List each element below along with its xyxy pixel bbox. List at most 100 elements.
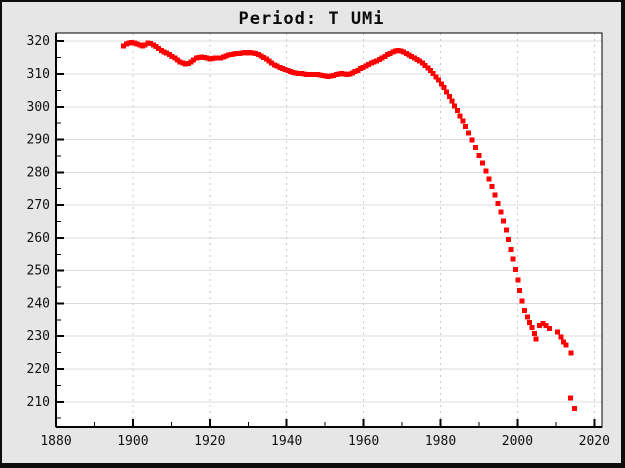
data-point bbox=[438, 81, 444, 87]
y-tick-label: 310 bbox=[27, 67, 50, 82]
data-point bbox=[508, 246, 514, 252]
period-scatter-chart: 1880 1900 1920 1940 1960 1980 2000 2020 210 220 23… bbox=[27, 32, 610, 449]
data-point bbox=[177, 59, 183, 65]
data-point bbox=[374, 58, 380, 64]
data-point bbox=[425, 65, 431, 71]
data-point bbox=[506, 237, 512, 243]
data-point bbox=[529, 325, 535, 331]
data-point bbox=[137, 42, 143, 48]
data-point bbox=[519, 298, 525, 304]
data-point bbox=[175, 57, 181, 63]
x-tick-label: 1960 bbox=[348, 434, 379, 449]
data-point bbox=[366, 61, 372, 67]
y-tick-label: 280 bbox=[27, 165, 50, 180]
data-point bbox=[244, 50, 250, 56]
data-point bbox=[512, 266, 518, 272]
data-point bbox=[390, 49, 396, 55]
data-point bbox=[293, 70, 299, 76]
data-point bbox=[472, 145, 478, 151]
data-point bbox=[304, 71, 310, 77]
data-point bbox=[323, 73, 329, 79]
y-tick-label: 320 bbox=[27, 34, 50, 49]
data-point bbox=[533, 336, 539, 342]
y-tick-label: 220 bbox=[27, 362, 50, 377]
y-tick-label: 300 bbox=[27, 100, 50, 115]
y-tick-label: 230 bbox=[27, 329, 50, 344]
data-point bbox=[344, 71, 350, 77]
data-point bbox=[428, 68, 434, 74]
data-point bbox=[398, 48, 404, 54]
data-point bbox=[331, 72, 337, 78]
y-tick-label: 260 bbox=[27, 231, 50, 246]
data-point bbox=[215, 55, 221, 61]
y-tick-label: 210 bbox=[27, 395, 50, 410]
data-point bbox=[537, 323, 543, 329]
data-point bbox=[489, 184, 495, 190]
data-point bbox=[199, 54, 205, 60]
data-point bbox=[148, 40, 154, 46]
data-point bbox=[561, 339, 567, 345]
data-point bbox=[492, 192, 498, 198]
data-point bbox=[360, 64, 366, 70]
x-tick-label: 1900 bbox=[117, 434, 148, 449]
data-point bbox=[180, 60, 186, 66]
data-point bbox=[527, 319, 533, 325]
data-point bbox=[444, 89, 450, 95]
data-point bbox=[150, 42, 156, 48]
data-point bbox=[166, 52, 172, 58]
data-point bbox=[517, 287, 523, 293]
data-point bbox=[457, 113, 463, 119]
data-point bbox=[355, 67, 361, 73]
data-point bbox=[430, 71, 436, 77]
data-point bbox=[515, 277, 521, 283]
data-point bbox=[212, 55, 218, 61]
data-point bbox=[261, 55, 267, 61]
data-point bbox=[121, 43, 127, 49]
data-point bbox=[255, 52, 261, 58]
data-point bbox=[522, 307, 528, 313]
data-point bbox=[234, 51, 240, 57]
data-point bbox=[269, 60, 275, 66]
series-period bbox=[121, 40, 577, 411]
tick-labels: 1880 1900 1920 1940 1960 1980 2000 2020 210 220 23… bbox=[27, 34, 610, 449]
data-point bbox=[328, 73, 334, 79]
data-point bbox=[279, 65, 285, 71]
x-tick-label: 2000 bbox=[502, 434, 533, 449]
data-point bbox=[452, 103, 458, 109]
data-point bbox=[290, 69, 296, 75]
data-point bbox=[417, 58, 423, 64]
data-point bbox=[336, 71, 342, 77]
data-point bbox=[540, 321, 546, 327]
data-point bbox=[156, 46, 162, 52]
data-point bbox=[376, 57, 382, 63]
data-point bbox=[298, 71, 304, 77]
data-point bbox=[169, 53, 175, 59]
data-point bbox=[129, 40, 135, 46]
data-point bbox=[183, 61, 189, 67]
x-tick-label: 1920 bbox=[194, 434, 225, 449]
data-point bbox=[479, 160, 485, 166]
data-point bbox=[495, 200, 501, 206]
data-point bbox=[368, 60, 374, 66]
data-point bbox=[403, 50, 409, 56]
data-point bbox=[274, 63, 280, 69]
data-point bbox=[339, 71, 345, 77]
data-point bbox=[247, 50, 253, 56]
data-point bbox=[333, 72, 339, 78]
data-point bbox=[558, 334, 564, 340]
data-point bbox=[164, 50, 170, 56]
y-tick-label: 250 bbox=[27, 264, 50, 279]
data-point bbox=[231, 51, 237, 57]
data-point bbox=[449, 98, 455, 104]
data-point bbox=[401, 49, 407, 55]
data-point bbox=[503, 227, 509, 233]
data-point bbox=[207, 56, 213, 62]
data-point bbox=[218, 55, 224, 61]
data-point bbox=[567, 395, 573, 401]
data-point bbox=[454, 108, 460, 114]
data-point bbox=[325, 73, 331, 79]
tick-marks bbox=[55, 40, 596, 427]
data-point bbox=[204, 55, 210, 61]
data-point bbox=[320, 73, 326, 79]
